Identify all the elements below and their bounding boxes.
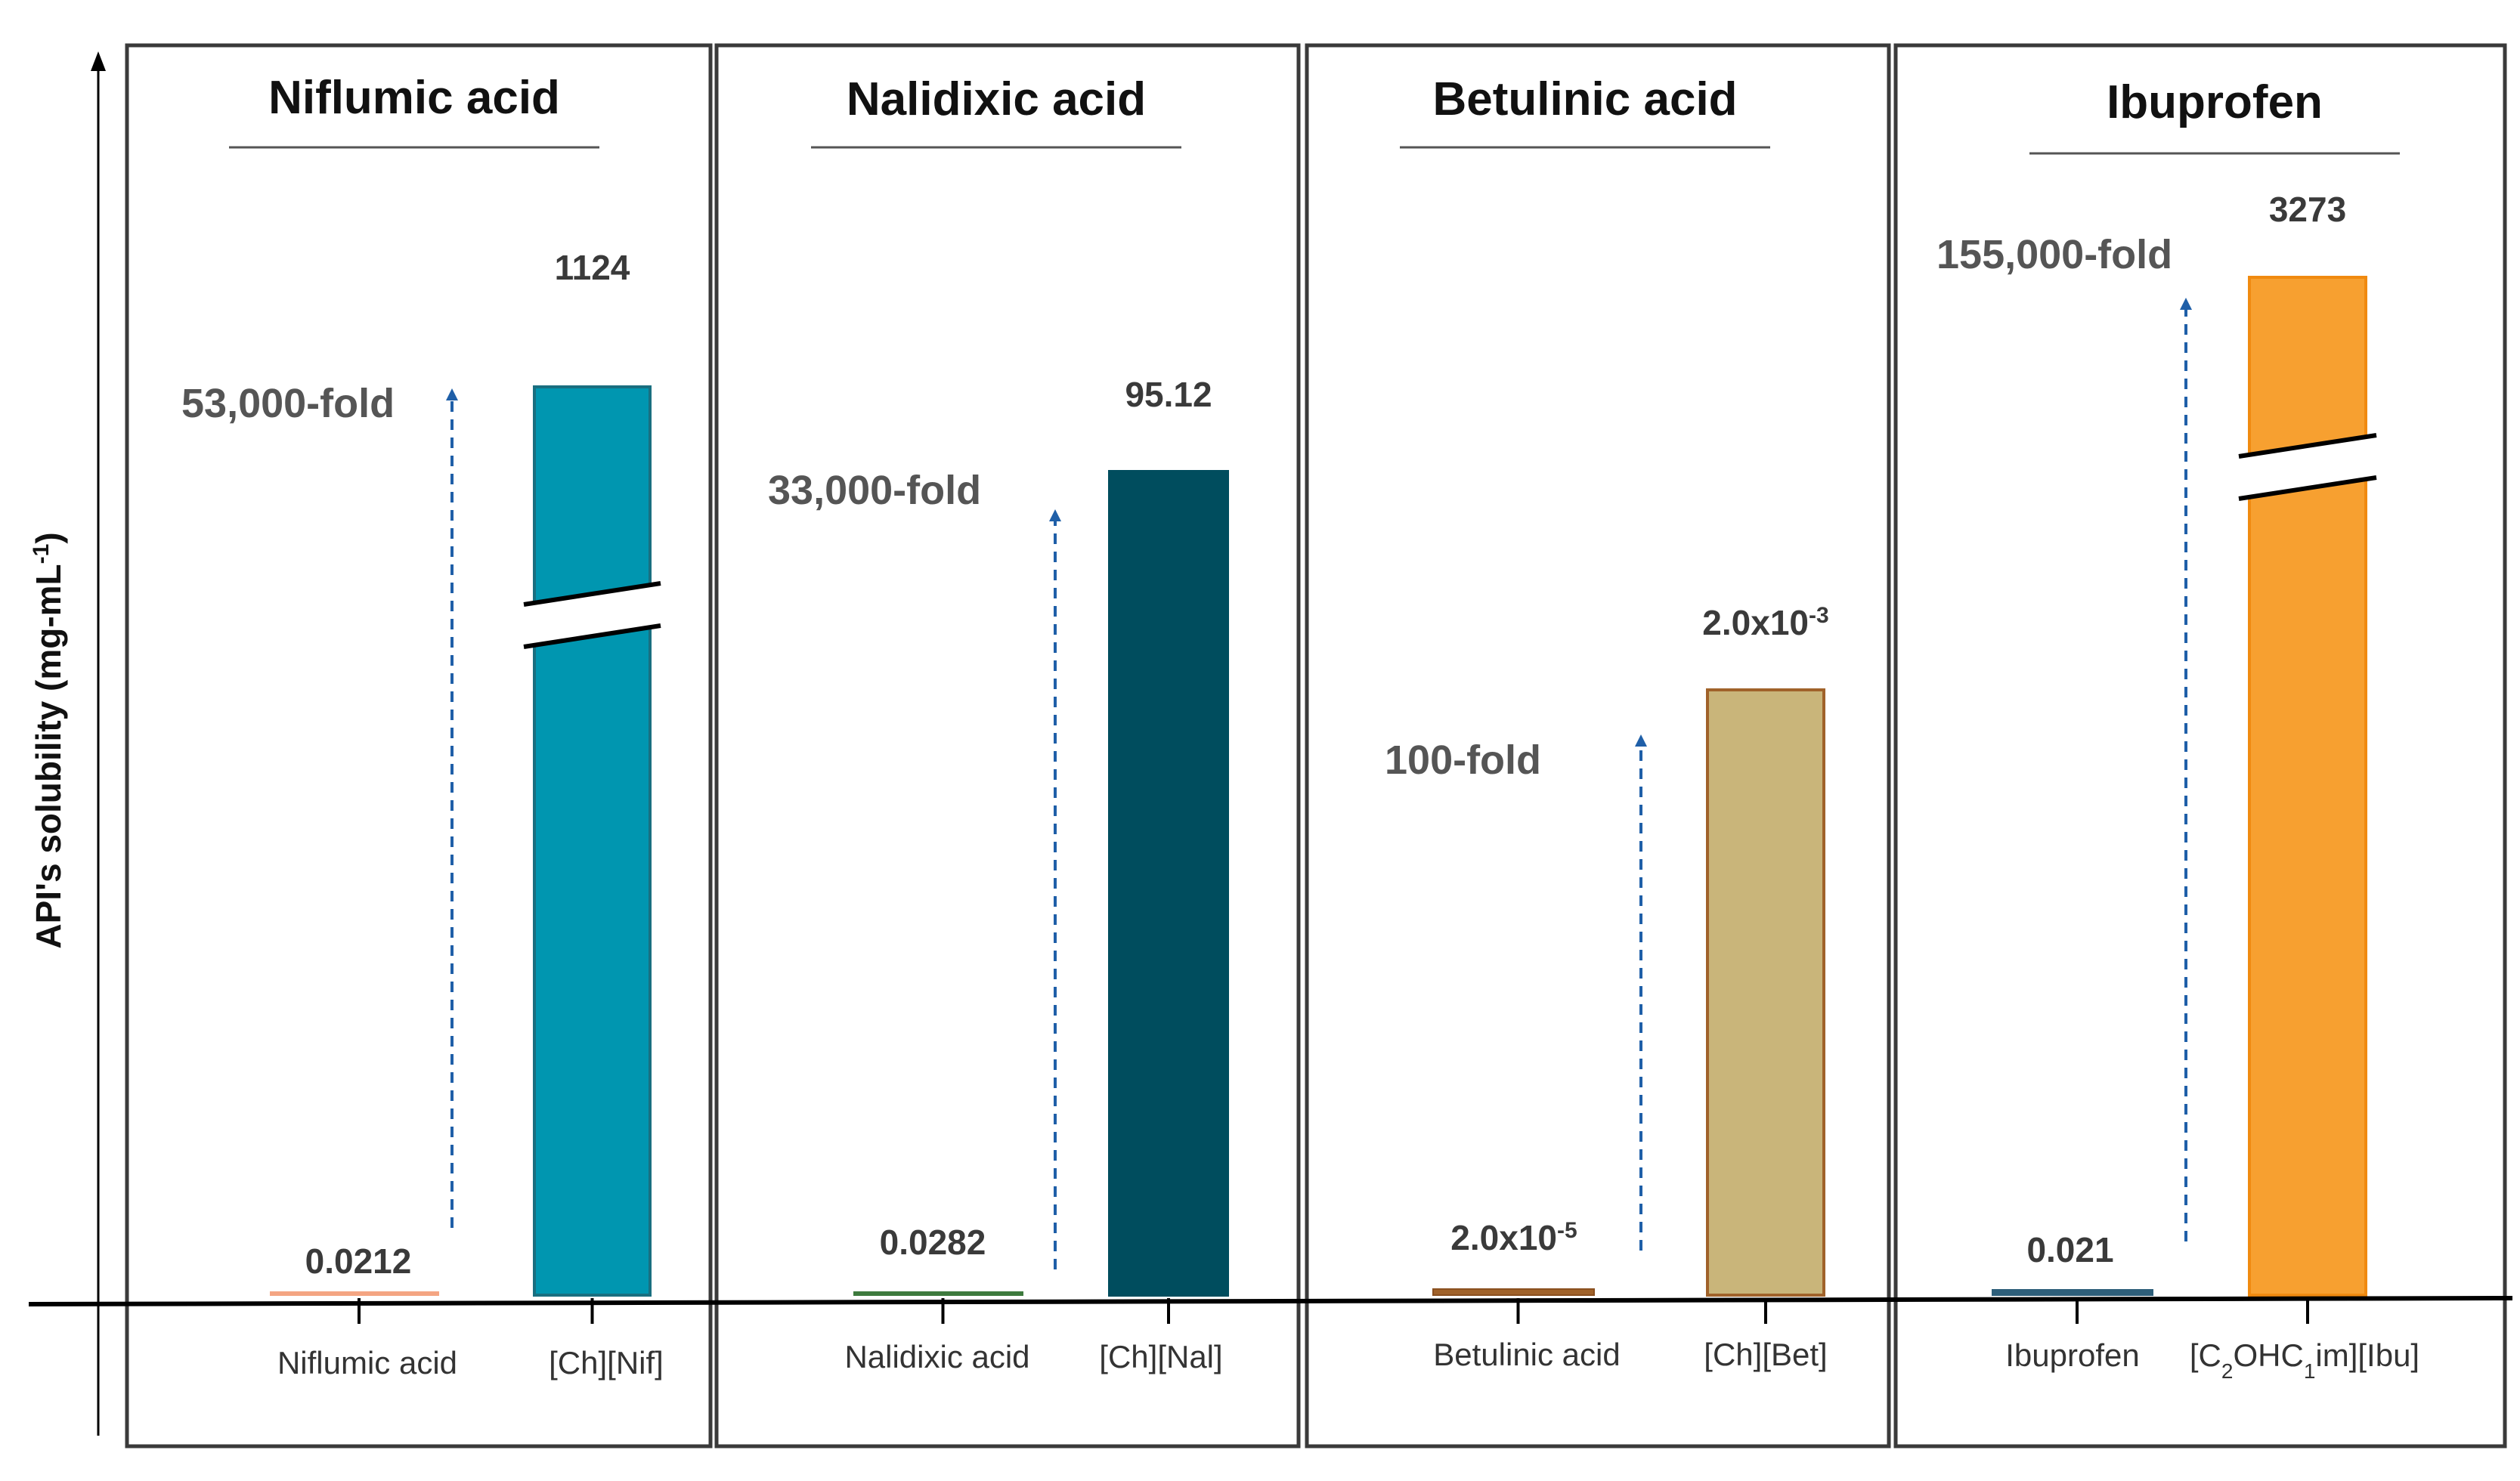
y-axis-label-sup: -1 [29,544,54,564]
bar-nalidixic-acid [853,1291,1023,1296]
value-label: 2.0x10-5 [1450,1218,1577,1258]
value-label: 0.0282 [880,1223,986,1262]
panel-1: Niflumic acid 0.0212 1124 53,000-fold Niflum… [125,43,713,1449]
bar-niflumic-acid [270,1291,439,1296]
y-axis-label-close: ) [29,532,68,543]
value-label: 3273 [2269,190,2346,229]
axis-break-line [523,581,661,607]
bar-ibuprofen [1992,1289,2153,1296]
category-label-part: OHC [2233,1337,2303,1373]
panel-3: Betulinic acid 2.0x10-5 2.0x10-3 100-fold Be… [1305,43,1891,1449]
panel-title: Niflumic acid [268,72,560,124]
category-label: [Ch][Nal] [1099,1339,1222,1374]
category-label-sub: 1 [2304,1359,2316,1383]
category-label: Ibuprofen [2005,1337,2139,1373]
x-axis-baseline [28,1296,2513,1306]
panel-frame [1893,43,2507,1449]
panel-frame [1305,43,1891,1449]
panel-4: Ibuprofen 0.021 3273 155,000-fold Ibuprofen [… [1893,43,2507,1449]
panel-title: Betulinic acid [1432,73,1737,125]
y-axis-label: API's solubility (mg-mL-1) [29,532,69,948]
bar--ch-bet- [1706,688,1825,1297]
value-label-sup: -3 [1809,603,1829,628]
category-label: Niflumic acid [277,1345,457,1381]
value-label: 2.0x10-3 [1702,603,1828,643]
value-label: 1124 [555,248,630,287]
panel-title: Nalidixic acid [847,73,1146,125]
axis-break-line [523,623,661,649]
y-axis-arrowhead [91,51,106,71]
y-axis-label-text: API's solubility (mg-mL [29,564,68,948]
category-label: [Ch][Bet] [1704,1337,1827,1372]
panel-frame [714,43,1301,1449]
bar-betulinic-acid [1432,1288,1595,1296]
axis-break-line [2238,433,2377,459]
category-label-part: [C [2190,1337,2221,1373]
panel-frame [125,43,713,1449]
value-label: 0.0212 [305,1241,412,1281]
category-label: [Ch][Nif] [549,1345,664,1381]
axis-break-line [2238,475,2377,501]
panel-2: Nalidixic acid 0.0282 95.12 33,000-fold Nali… [714,43,1301,1449]
category-label-part: Ibuprofen [2005,1337,2139,1373]
fold-label: 33,000-fold [768,468,981,513]
value-label-sup: -5 [1557,1218,1577,1243]
bar--ch-nal- [1108,470,1229,1297]
value-label: 0.021 [2026,1230,2113,1269]
panel-title: Ibuprofen [2107,76,2323,128]
category-label: Betulinic acid [1433,1337,1620,1372]
value-label: 95.12 [1125,375,1212,414]
category-label-part: im][Ibu] [2315,1337,2419,1373]
fold-label: 100-fold [1385,737,1541,783]
bar--c2ohc1im-ibu- [2248,276,2367,1297]
category-label: Nalidixic acid [844,1339,1029,1374]
fold-label: 53,000-fold [181,381,395,426]
category-label-sub: 2 [2221,1359,2234,1383]
category-label: [C2OHC1im][Ibu] [2190,1337,2419,1383]
fold-label: 155,000-fold [1936,232,2172,277]
bar--ch-nif- [533,385,652,1297]
